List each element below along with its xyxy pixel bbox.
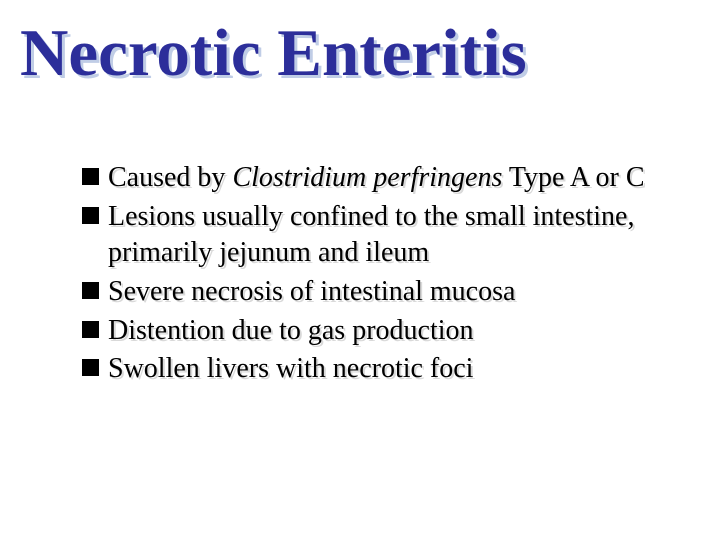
- bullet-content: Severe necrosis of intestinal mucosa: [108, 276, 515, 307]
- bullet-marker-icon: [82, 207, 99, 224]
- bullet-text: Lesions usually confined to the small in…: [82, 199, 670, 271]
- bullet-text: Distention due to gas production: [82, 313, 670, 349]
- bullet-text: Caused by Clostridium perfringens Type A…: [82, 160, 670, 196]
- bullet-italic: Clostridium perfringens: [232, 162, 502, 193]
- bullet-marker-icon: [82, 321, 99, 338]
- bullet-content: Lesions usually confined to the small in…: [108, 201, 634, 268]
- bullet-text: Swollen livers with necrotic foci: [82, 351, 670, 387]
- bullet-item: Caused by Clostridium perfringens Type A…: [82, 160, 670, 196]
- bullet-item: Distention due to gas production: [82, 313, 670, 349]
- bullet-marker-icon: [82, 359, 99, 376]
- bullet-content: Swollen livers with necrotic foci: [108, 353, 473, 384]
- bullet-suffix: Type A or C: [502, 162, 644, 193]
- bullet-item: Severe necrosis of intestinal mucosa: [82, 274, 670, 310]
- title-text: Necrotic Enteritis: [20, 16, 527, 90]
- bullet-item: Lesions usually confined to the small in…: [82, 199, 670, 271]
- slide-title: Necrotic Enteritis Necrotic Enteritis: [20, 18, 700, 88]
- slide: Necrotic Enteritis Necrotic Enteritis Ca…: [0, 0, 720, 540]
- bullet-content: Distention due to gas production: [108, 315, 474, 346]
- bullet-prefix: Caused by: [108, 162, 232, 193]
- bullet-marker-icon: [82, 168, 99, 185]
- bullet-item: Swollen livers with necrotic foci: [82, 351, 670, 387]
- bullet-marker-icon: [82, 282, 99, 299]
- slide-body: Caused by Clostridium perfringens Type A…: [82, 160, 670, 387]
- bullet-text: Severe necrosis of intestinal mucosa: [82, 274, 670, 310]
